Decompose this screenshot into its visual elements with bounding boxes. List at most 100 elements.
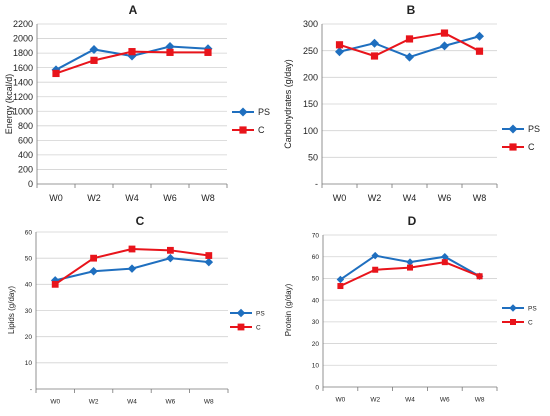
y-tick-label: 60 xyxy=(25,229,33,236)
data-point-c xyxy=(337,283,344,290)
data-point-c xyxy=(372,266,379,273)
data-point-c xyxy=(128,245,136,253)
x-tick-label: W4 xyxy=(403,193,417,203)
chart-panel-b: B Carbohydrates (g/day) - 50 100 150 200 250 3… xyxy=(283,3,540,203)
legend-marker-ps xyxy=(508,124,518,134)
legend-marker-ps xyxy=(509,304,517,312)
y-tick-label: 400 xyxy=(18,150,33,160)
data-point-ps xyxy=(89,44,99,54)
x-tick-label: W2 xyxy=(87,193,101,203)
y-tick-label: 1400 xyxy=(13,77,33,87)
y-tick-label: 50 xyxy=(308,152,318,162)
data-point-c xyxy=(205,252,213,259)
y-tick-label: 2200 xyxy=(13,19,33,29)
y-tick-label: 10 xyxy=(25,360,33,367)
data-point-ps xyxy=(441,252,449,261)
y-tick-label: - xyxy=(315,179,318,189)
data-point-c xyxy=(475,47,484,55)
y-tick-label: 200 xyxy=(18,165,33,175)
y-tick-label: 50 xyxy=(312,276,320,283)
legend-d: PS C xyxy=(502,304,537,326)
marks-c xyxy=(50,245,214,288)
x-tick-label: W6 xyxy=(438,193,452,203)
data-point-c xyxy=(441,259,448,266)
data-point-ps xyxy=(336,275,345,284)
y-tick-label: 50 xyxy=(25,255,33,262)
data-point-c xyxy=(90,254,97,262)
y-tick-label: 30 xyxy=(25,308,33,315)
axes-c: - 10 20 30 40 50 60 W0 W2 W4 W6 W8 xyxy=(25,229,229,406)
data-point-c xyxy=(128,48,136,56)
data-point-ps xyxy=(370,38,379,48)
y-tick-label: 1800 xyxy=(13,48,33,58)
x-tick-label: W2 xyxy=(89,399,99,406)
x-tick-label: W2 xyxy=(368,193,382,203)
x-tick-label: W6 xyxy=(163,193,177,203)
x-tick-label: W4 xyxy=(125,193,139,203)
legend-label-ps: PS xyxy=(258,107,270,117)
x-tick-label: W4 xyxy=(405,397,415,404)
x-tick-label: W8 xyxy=(473,193,487,203)
x-tick-label: W6 xyxy=(166,399,176,406)
y-tick-label: 200 xyxy=(303,72,318,82)
marks-b xyxy=(335,29,484,62)
x-tick-label: W0 xyxy=(49,193,63,203)
y-tick-label: - xyxy=(30,386,32,393)
data-point-c xyxy=(440,29,449,37)
x-tick-label: W8 xyxy=(475,397,485,404)
axes-d: 0 10 20 30 40 50 60 70 W0 W2 W4 W6 W8 xyxy=(312,232,498,404)
legend-b: PS C xyxy=(502,124,540,152)
data-point-c xyxy=(476,273,483,280)
y-tick-label: 40 xyxy=(25,282,33,289)
axes-b: - 50 100 150 200 250 300 W0 W2 W4 W6 W8 xyxy=(303,19,498,203)
data-point-c xyxy=(370,52,379,60)
legend-a: PS C xyxy=(232,107,270,135)
y-axis-label-b: Carbohydrates (g/day) xyxy=(283,59,293,149)
y-tick-label: 60 xyxy=(312,254,320,261)
y-tick-label: 0 xyxy=(315,384,319,391)
x-tick-label: W0 xyxy=(336,397,346,404)
panel-title-c: C xyxy=(136,214,145,228)
x-tick-label: W0 xyxy=(333,193,347,203)
x-tick-label: W0 xyxy=(50,399,60,406)
data-point-ps xyxy=(371,251,379,260)
panel-title-a: A xyxy=(129,3,138,17)
data-point-ps xyxy=(440,41,449,51)
y-tick-label: 1200 xyxy=(13,92,33,102)
legend-label-c: C xyxy=(528,142,535,152)
y-tick-label: 150 xyxy=(303,99,318,109)
legend-marker-ps xyxy=(236,308,246,318)
data-point-ps xyxy=(166,253,175,263)
legend-label-c: C xyxy=(258,125,265,135)
legend-marker-ps xyxy=(238,107,248,117)
y-tick-label: 100 xyxy=(303,126,318,136)
marks-a xyxy=(51,42,213,78)
legend-marker-c xyxy=(509,143,517,151)
y-axis-label-a: Energy (kcal/d) xyxy=(4,74,14,135)
y-tick-label: 250 xyxy=(303,46,318,56)
data-point-ps xyxy=(89,267,98,276)
data-point-ps xyxy=(204,257,214,267)
x-tick-label: W4 xyxy=(127,399,137,406)
data-point-c xyxy=(52,69,60,78)
chart-panel-a: A Energy (kcal/d) 0 200 400 600 800 1000 1200 1… xyxy=(4,3,270,203)
legend-label-ps: PS xyxy=(528,124,540,134)
chart-panel-d: D Protein (g/day) 0 10 20 30 40 50 60 70 W0 W2 W4 W… xyxy=(284,214,537,404)
data-point-ps xyxy=(127,264,137,273)
y-tick-label: 0 xyxy=(28,179,33,189)
legend-marker-c xyxy=(510,319,516,325)
legend-label-ps: PS xyxy=(256,310,265,317)
legend-label-c: C xyxy=(256,324,261,331)
y-tick-label: 2000 xyxy=(13,34,33,44)
y-tick-label: 1000 xyxy=(13,106,33,116)
axes-a: 0 200 400 600 800 1000 1200 1400 1600 1800 2000 220… xyxy=(13,19,228,203)
legend-label-ps: PS xyxy=(528,305,537,312)
legend-label-c: C xyxy=(528,319,533,326)
legend-marker-c xyxy=(239,126,247,134)
legend-marker-c xyxy=(237,323,245,331)
data-point-c xyxy=(407,264,413,271)
x-tick-label: W2 xyxy=(370,397,380,404)
panel-title-d: D xyxy=(408,214,417,228)
data-point-c xyxy=(204,48,212,56)
